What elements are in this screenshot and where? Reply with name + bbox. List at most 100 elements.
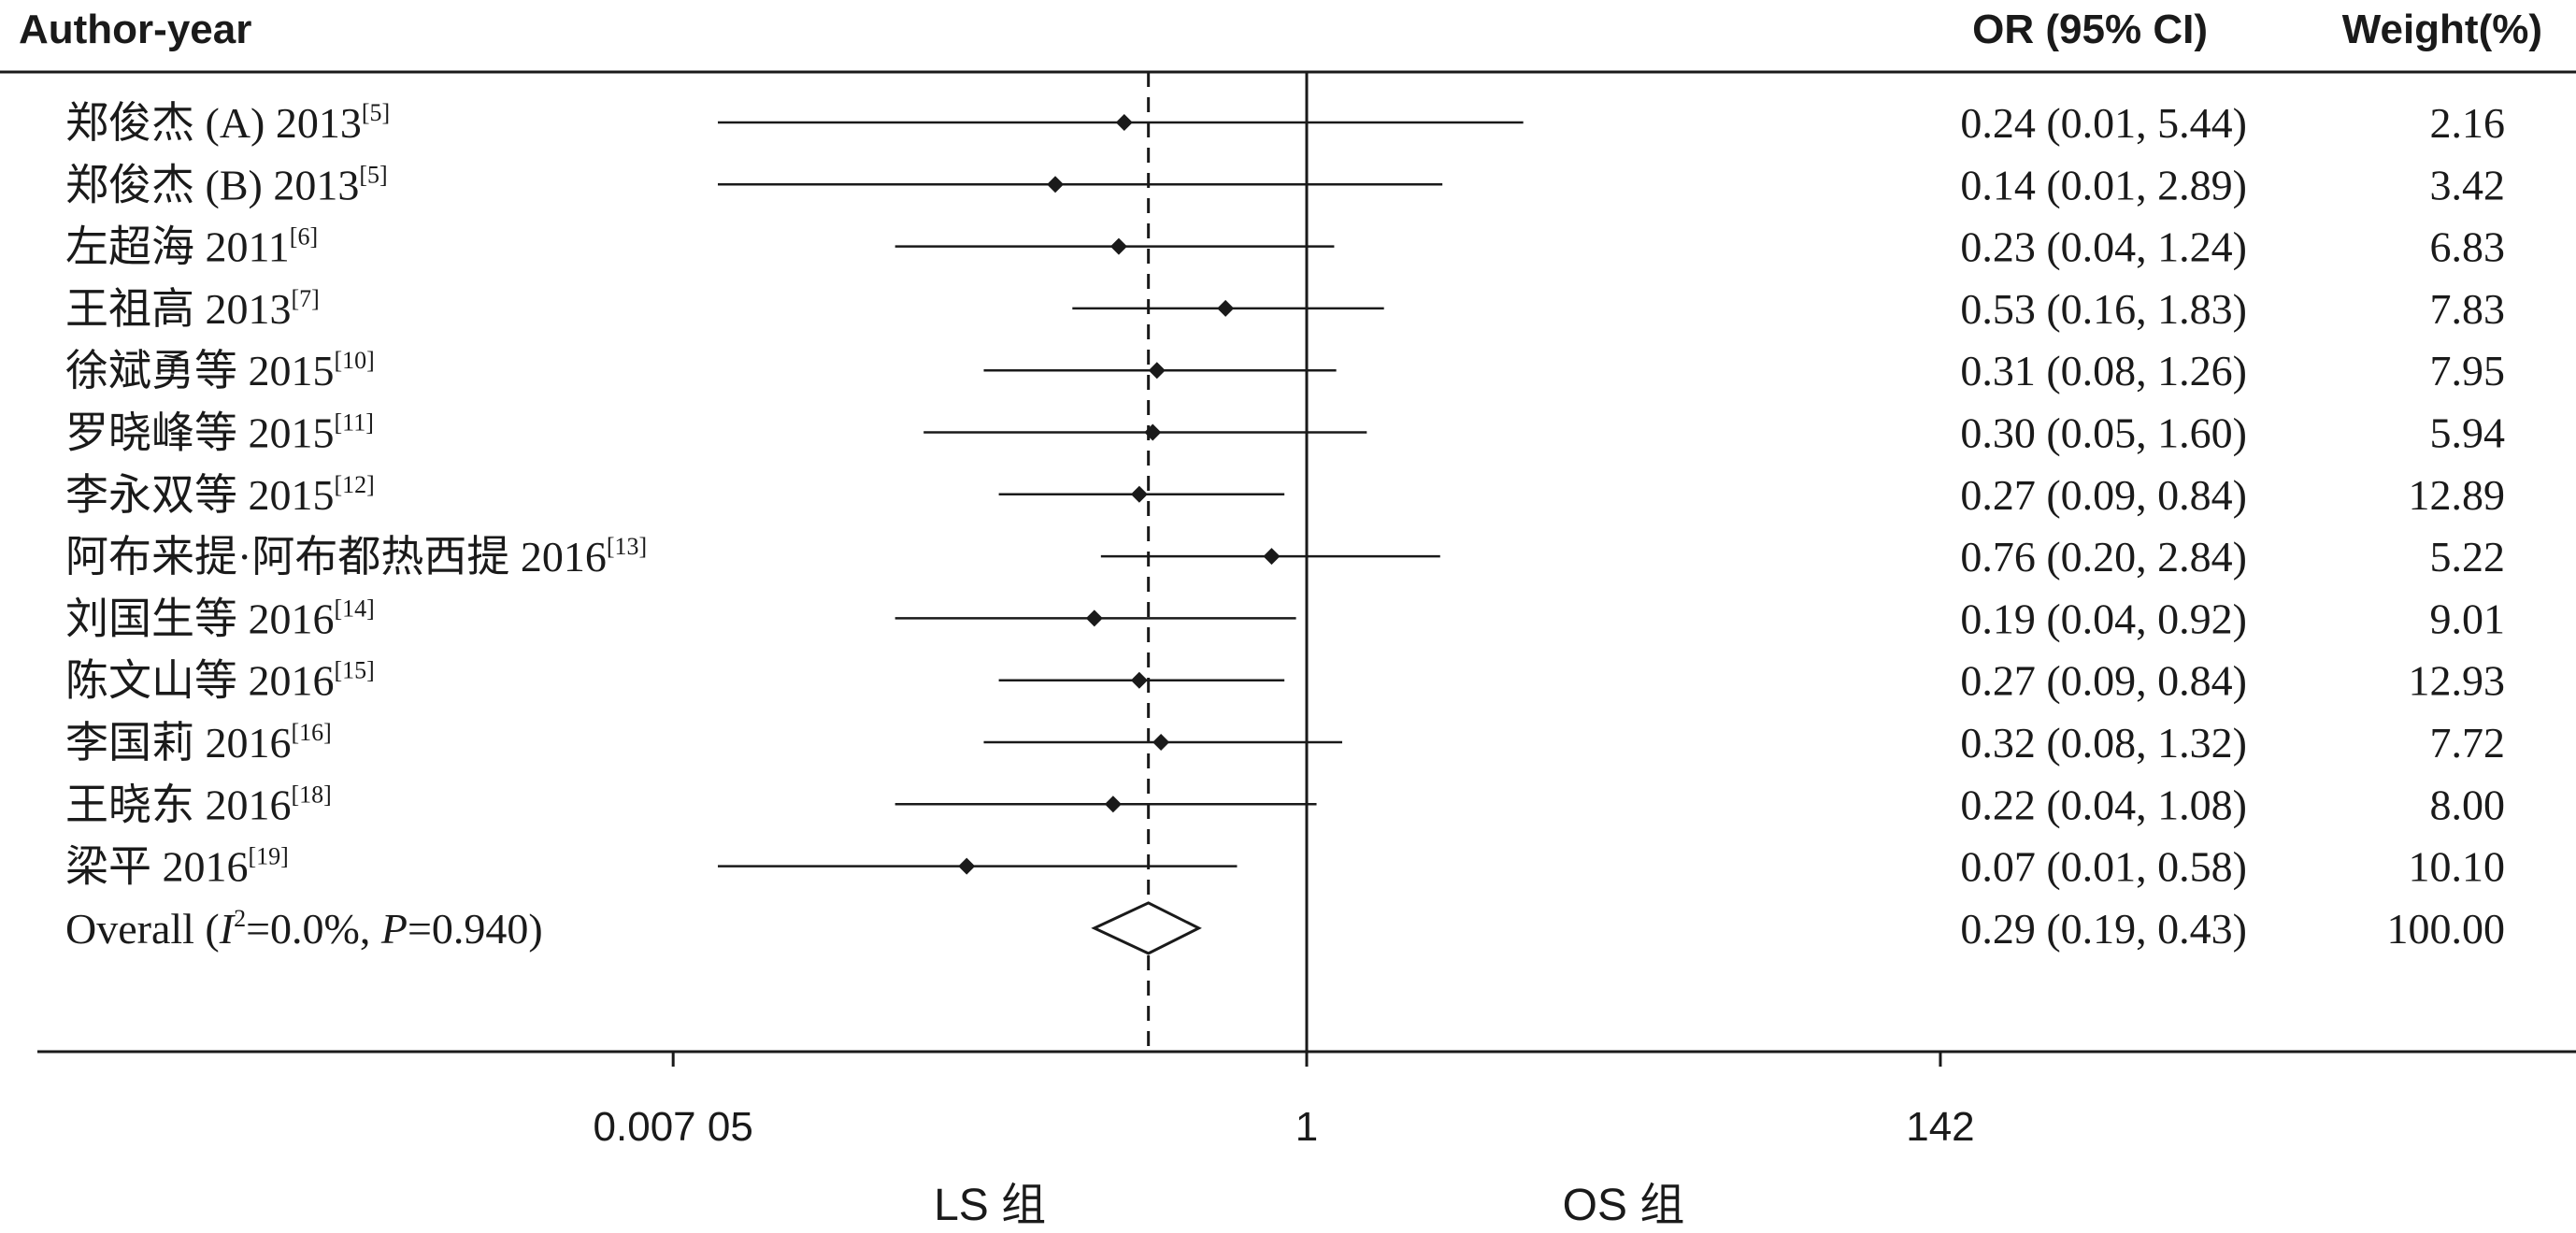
study-label: 王祖高 2013[7]	[65, 285, 320, 333]
study-rows: 郑俊杰 (A) 2013[5] 0.24 (0.01, 5.44) 2.16郑俊杰 …	[65, 99, 2505, 891]
study-label: 李永双等 2015[12]	[65, 471, 375, 519]
study-name: 刘国生等 2016	[65, 595, 335, 642]
weight-value: 8.00	[2430, 781, 2506, 828]
study-row: 郑俊杰 (B) 2013[5] 0.14 (0.01, 2.89) 3.42	[65, 161, 2505, 208]
header-weight: Weight(%)	[2342, 7, 2542, 52]
weight-value: 5.22	[2430, 533, 2506, 581]
or-ci-value: 0.22 (0.04, 1.08)	[1960, 781, 2247, 828]
study-label: 王晓东 2016[18]	[65, 781, 332, 828]
or-ci-value: 0.14 (0.01, 2.89)	[1960, 161, 2247, 208]
study-ref: [6]	[290, 223, 318, 251]
or-ci-value: 0.32 (0.08, 1.32)	[1960, 719, 2247, 767]
study-row: 阿布来提·阿布都热西提 2016[13] 0.76 (0.20, 2.84) 5.2…	[65, 533, 2505, 581]
header-author-year: Author-year	[19, 7, 251, 52]
weight-value: 7.95	[2430, 347, 2506, 394]
x-tick-label: 0.007 05	[594, 1104, 753, 1150]
study-name: 徐斌勇等 2015	[65, 347, 335, 394]
point-estimate	[1263, 548, 1281, 566]
study-name: 梁平 2016	[65, 843, 249, 891]
point-estimate	[1130, 671, 1148, 689]
weight-value: 10.10	[2409, 843, 2506, 891]
study-label: 左超海 2011[6]	[65, 223, 318, 271]
point-estimate	[1148, 362, 1166, 380]
study-ref: [14]	[335, 595, 375, 622]
study-label: 郑俊杰 (A) 2013[5]	[65, 99, 390, 147]
or-ci-value: 0.24 (0.01, 5.44)	[1960, 99, 2247, 147]
study-ref: [5]	[362, 99, 390, 126]
x-tick-label: 1	[1295, 1104, 1318, 1150]
study-label: 李国莉 2016[16]	[65, 719, 332, 767]
x-axis-label-right: OS 组	[1563, 1181, 1685, 1230]
point-estimate	[1217, 299, 1235, 317]
study-name: 陈文山等 2016	[65, 657, 335, 705]
study-name: 李永双等 2015	[65, 471, 335, 519]
study-name: 罗晓峰等 2015	[65, 409, 335, 457]
study-row: 李国莉 2016[16] 0.32 (0.08, 1.32) 7.72	[65, 719, 2505, 767]
weight-value: 5.94	[2430, 409, 2506, 457]
study-name: 王晓东 2016	[65, 781, 292, 828]
study-name: 郑俊杰 (A) 2013	[65, 99, 362, 147]
or-ci-value: 0.23 (0.04, 1.24)	[1960, 223, 2247, 271]
overall-label: Overall (I2=0.0%, P=0.940)	[65, 905, 543, 953]
overall-or-ci: 0.29 (0.19, 0.43)	[1960, 905, 2247, 953]
weight-value: 12.93	[2409, 657, 2506, 705]
header-or-ci: OR (95% CI)	[1972, 7, 2208, 52]
study-label: 阿布来提·阿布都热西提 2016[13]	[65, 533, 647, 581]
or-ci-value: 0.19 (0.04, 0.92)	[1960, 595, 2247, 642]
study-row: 李永双等 2015[12] 0.27 (0.09, 0.84) 12.89	[65, 471, 2505, 519]
study-ref: [15]	[335, 657, 375, 684]
or-ci-value: 0.30 (0.05, 1.60)	[1960, 409, 2247, 457]
study-row: 左超海 2011[6] 0.23 (0.04, 1.24) 6.83	[65, 223, 2505, 271]
study-ref: [12]	[335, 471, 375, 498]
study-name: 左超海 2011	[65, 223, 290, 271]
point-estimate	[1152, 734, 1170, 751]
study-ref: [7]	[292, 285, 320, 312]
study-ref: [10]	[335, 347, 375, 374]
overall-diamond	[1091, 901, 1202, 955]
or-ci-value: 0.53 (0.16, 1.83)	[1960, 285, 2247, 333]
point-estimate	[1115, 114, 1133, 131]
point-estimate	[1109, 237, 1127, 255]
x-axis-label-left: LS 组	[934, 1181, 1046, 1230]
study-row: 王晓东 2016[18] 0.22 (0.04, 1.08) 8.00	[65, 781, 2505, 828]
study-label: 罗晓峰等 2015[11]	[65, 409, 374, 457]
weight-value: 7.72	[2430, 719, 2506, 767]
weight-value: 12.89	[2409, 471, 2506, 519]
weight-value: 9.01	[2430, 595, 2506, 642]
overall-row: Overall (I2=0.0%, P=0.940) 0.29 (0.19, 0…	[65, 901, 2506, 955]
study-row: 梁平 2016[19] 0.07 (0.01, 0.58) 10.10	[65, 843, 2505, 891]
point-estimate	[1130, 485, 1148, 503]
study-row: 郑俊杰 (A) 2013[5] 0.24 (0.01, 5.44) 2.16	[65, 99, 2505, 147]
point-estimate	[1144, 423, 1162, 441]
or-ci-value: 0.27 (0.09, 0.84)	[1960, 657, 2247, 705]
study-ref: [16]	[292, 719, 332, 746]
x-tick-label: 142	[1906, 1104, 1974, 1150]
or-ci-value: 0.76 (0.20, 2.84)	[1960, 533, 2247, 581]
weight-value: 7.83	[2430, 285, 2506, 333]
study-label: 徐斌勇等 2015[10]	[65, 347, 375, 394]
point-estimate	[1104, 796, 1122, 813]
study-name: 王祖高 2013	[65, 285, 292, 333]
study-ref: [13]	[607, 533, 647, 560]
study-row: 罗晓峰等 2015[11] 0.30 (0.05, 1.60) 5.94	[65, 409, 2505, 457]
study-label: 梁平 2016[19]	[65, 843, 289, 891]
point-estimate	[1085, 609, 1103, 627]
point-estimate	[1047, 176, 1065, 194]
study-name: 郑俊杰 (B) 2013	[65, 161, 359, 208]
study-row: 徐斌勇等 2015[10] 0.31 (0.08, 1.26) 7.95	[65, 347, 2505, 394]
study-ref: [11]	[335, 409, 374, 437]
study-row: 王祖高 2013[7] 0.53 (0.16, 1.83) 7.83	[65, 285, 2505, 333]
study-label: 刘国生等 2016[14]	[65, 595, 375, 642]
study-name: 阿布来提·阿布都热西提 2016	[65, 533, 607, 581]
weight-value: 2.16	[2430, 99, 2506, 147]
overall-weight: 100.00	[2387, 905, 2506, 953]
weight-value: 6.83	[2430, 223, 2506, 271]
study-ref: [19]	[249, 843, 289, 870]
weight-value: 3.42	[2430, 161, 2506, 208]
study-ref: [18]	[292, 781, 332, 808]
study-ref: [5]	[359, 161, 387, 188]
or-ci-value: 0.31 (0.08, 1.26)	[1960, 347, 2247, 394]
study-label: 陈文山等 2016[15]	[65, 657, 375, 705]
study-row: 陈文山等 2016[15] 0.27 (0.09, 0.84) 12.93	[65, 657, 2505, 705]
